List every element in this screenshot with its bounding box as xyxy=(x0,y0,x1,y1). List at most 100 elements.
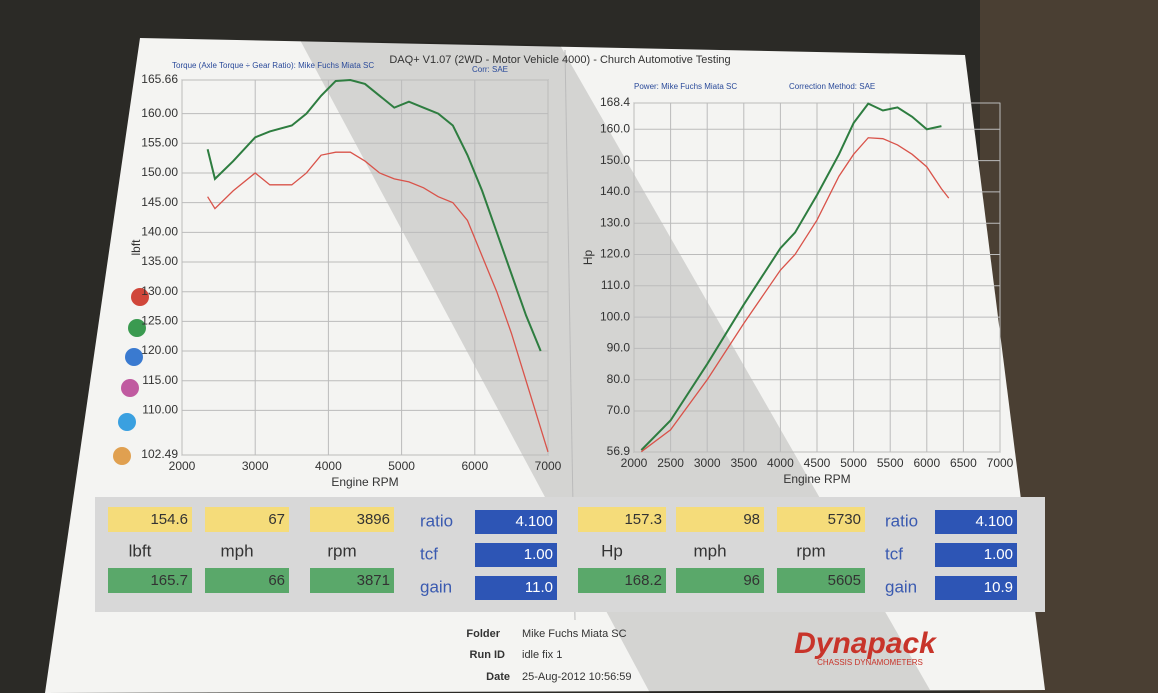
side-label: gain xyxy=(420,577,452,596)
side-label: tcf xyxy=(420,544,438,563)
y-axis-label: Hp xyxy=(581,250,595,266)
y-tick-label: 80.0 xyxy=(607,372,631,386)
x-tick-label: 4000 xyxy=(767,456,794,470)
x-axis-label: Engine RPM xyxy=(331,475,398,489)
side-value: 10.9 xyxy=(984,579,1013,596)
y-tick-label: 168.4 xyxy=(600,95,630,109)
dot xyxy=(118,413,136,431)
header: DAQ+ V1.07 (2WD - Motor Vehicle 4000) - … xyxy=(389,54,730,66)
value-box xyxy=(205,507,289,532)
note: Corr: SAE xyxy=(472,65,508,74)
side-value: 11.0 xyxy=(525,579,553,596)
side-label: gain xyxy=(885,577,917,596)
run-id: idle fix 1 xyxy=(522,649,562,661)
x-tick-label: 2000 xyxy=(169,459,196,473)
run-label: Run ID xyxy=(470,649,505,661)
x-tick-label: 6500 xyxy=(950,456,977,470)
y-tick-label: 145.00 xyxy=(141,195,178,209)
x-tick-label: 4000 xyxy=(315,459,342,473)
side-value: 1.00 xyxy=(524,546,553,563)
value-box xyxy=(777,507,865,532)
series-line xyxy=(640,137,950,453)
value-box xyxy=(310,568,394,593)
y-tick-label: 90.0 xyxy=(607,341,631,355)
value-box xyxy=(108,507,192,532)
value-box xyxy=(777,568,865,593)
unit-label: mph xyxy=(693,541,726,560)
x-axis-label: Engine RPM xyxy=(783,472,850,486)
bottom-value: 96 xyxy=(743,572,760,589)
x-tick-label: 7000 xyxy=(535,459,562,473)
series-line xyxy=(206,78,542,352)
y-tick-label: 160.00 xyxy=(141,106,178,120)
value-box xyxy=(676,568,764,593)
unit-label: Hp xyxy=(601,541,623,560)
top-value: 154.6 xyxy=(150,511,188,528)
value-box xyxy=(578,568,666,593)
y-tick-label: 150.00 xyxy=(141,165,178,179)
bottom-value: 168.2 xyxy=(624,572,662,589)
y-tick-label: 130.00 xyxy=(141,284,178,298)
y-tick-label: 100.0 xyxy=(600,309,630,323)
x-tick-label: 7000 xyxy=(987,456,1014,470)
x-tick-label: 3000 xyxy=(694,456,721,470)
y-tick-label: 140.00 xyxy=(141,224,178,238)
y-tick-label: 115.00 xyxy=(142,373,178,387)
x-tick-label: 5000 xyxy=(388,459,415,473)
series-line xyxy=(207,151,549,453)
y-tick-label: 120.00 xyxy=(141,343,178,357)
side-value: 4.100 xyxy=(515,513,553,530)
y-tick-label: 70.0 xyxy=(607,403,631,417)
value-box xyxy=(475,510,557,534)
x-tick-label: 4500 xyxy=(804,456,831,470)
dot xyxy=(125,348,143,366)
x-tick-label: 3500 xyxy=(730,456,757,470)
y-tick-label: 160.0 xyxy=(600,121,630,135)
value-box xyxy=(310,507,394,532)
unit-label: rpm xyxy=(796,541,825,560)
logo-sub: CHASSIS DYNAMOMETERS xyxy=(817,658,923,667)
y-axis-label: lbft xyxy=(129,239,143,256)
bottom-value: 3871 xyxy=(357,572,390,589)
bottom-value: 165.7 xyxy=(150,572,188,589)
value-box xyxy=(475,576,557,600)
y-tick-label: 165.66 xyxy=(141,72,178,86)
top-value: 67 xyxy=(268,511,285,528)
y-tick-label: 135.00 xyxy=(141,254,178,268)
bottom-value: 66 xyxy=(268,572,285,589)
subtitle: Torque (Axle Torque ÷ Gear Ratio): Mike … xyxy=(172,61,374,70)
y-tick-label: 130.0 xyxy=(600,215,630,229)
unit-label: lbft xyxy=(129,541,152,560)
top-value: 3896 xyxy=(357,511,390,528)
value-box xyxy=(108,568,192,593)
bottom-value: 5605 xyxy=(828,572,861,589)
x-tick-label: 6000 xyxy=(913,456,940,470)
x-tick-label: 2500 xyxy=(657,456,684,470)
series-line xyxy=(640,102,942,451)
y-tick-label: 155.00 xyxy=(141,135,178,149)
x-tick-label: 5000 xyxy=(840,456,867,470)
date: 25-Aug-2012 10:56:59 xyxy=(522,671,631,683)
y-tick-label: 120.0 xyxy=(600,247,630,261)
dot xyxy=(131,288,149,306)
y-tick-label: 125.00 xyxy=(141,314,178,328)
side-value: 1.00 xyxy=(984,546,1013,563)
side-value: 4.100 xyxy=(975,513,1013,530)
side-label: ratio xyxy=(885,511,918,530)
subtitle: Power: Mike Fuchs Miata SC xyxy=(634,82,737,91)
x-tick-label: 3000 xyxy=(242,459,269,473)
y-tick-label: 102.49 xyxy=(141,447,178,461)
x-tick-label: 6000 xyxy=(461,459,488,473)
logo: Dynapack xyxy=(794,627,937,660)
dot xyxy=(121,379,139,397)
side-label: tcf xyxy=(885,544,903,563)
folder: Mike Fuchs Miata SC xyxy=(522,628,627,640)
value-box xyxy=(475,543,557,567)
y-tick-label: 110.0 xyxy=(601,278,630,292)
unit-label: mph xyxy=(220,541,253,560)
folder-label: Folder xyxy=(466,628,500,640)
value-box xyxy=(676,507,764,532)
x-tick-label: 2000 xyxy=(621,456,648,470)
side-label: ratio xyxy=(420,511,453,530)
